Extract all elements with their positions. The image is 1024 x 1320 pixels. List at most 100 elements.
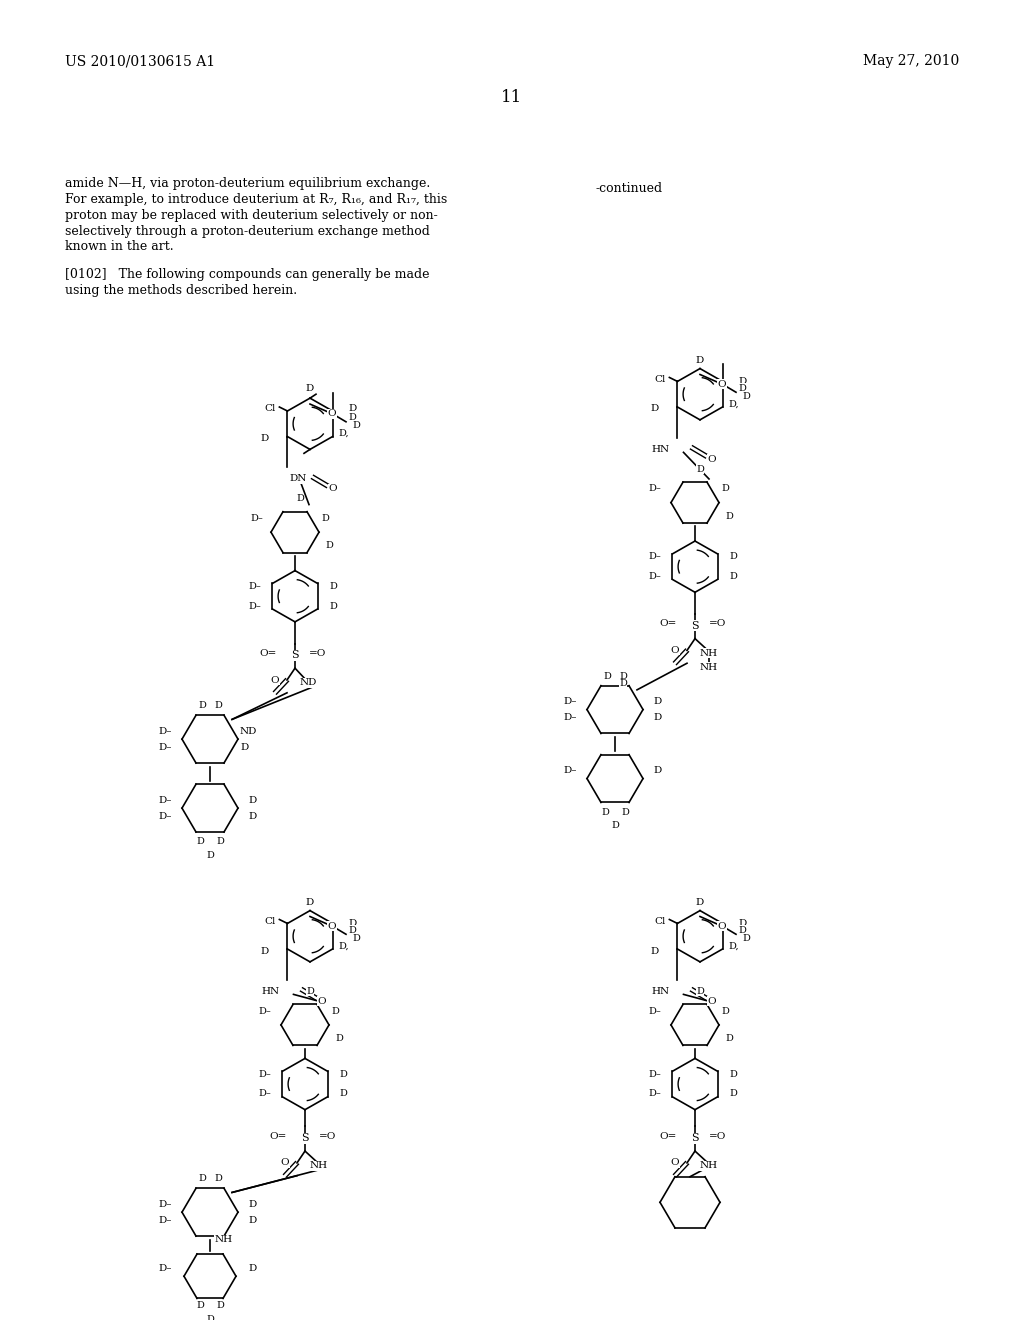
Text: O=: O=: [659, 619, 677, 628]
Text: O: O: [671, 1159, 679, 1167]
Text: D–: D–: [159, 743, 172, 751]
Text: D: D: [329, 602, 337, 611]
Text: D: D: [339, 1089, 347, 1098]
Text: D: D: [721, 1007, 729, 1015]
Text: D–: D–: [159, 1263, 172, 1272]
Text: US 2010/0130615 A1: US 2010/0130615 A1: [65, 54, 215, 69]
Text: D: D: [729, 572, 737, 581]
Text: For example, to introduce deuterium at R₇, R₁₆, and R₁₇, this: For example, to introduce deuterium at R…: [65, 193, 447, 206]
Text: D: D: [325, 541, 333, 550]
Text: D: D: [738, 925, 745, 935]
Text: D–: D–: [258, 1007, 271, 1015]
Text: O=: O=: [260, 649, 278, 657]
Text: D: D: [306, 898, 314, 907]
Text: D: D: [348, 404, 356, 413]
Text: D: D: [240, 743, 248, 751]
Text: D: D: [248, 1216, 256, 1225]
Text: D: D: [216, 837, 224, 846]
Text: NH: NH: [700, 1162, 718, 1171]
Text: Cl: Cl: [654, 375, 666, 384]
Text: D: D: [214, 701, 222, 710]
Text: DN: DN: [290, 474, 307, 483]
Text: O: O: [281, 1159, 290, 1167]
Text: D–: D–: [159, 796, 172, 805]
Text: D: D: [622, 808, 629, 817]
Text: HN: HN: [261, 987, 280, 995]
Text: D–: D–: [648, 572, 662, 581]
Text: NH: NH: [310, 1162, 328, 1171]
Text: D: D: [198, 1175, 206, 1183]
Text: D: D: [306, 987, 314, 995]
Text: O: O: [328, 484, 337, 494]
Text: D: D: [620, 680, 627, 689]
Text: D: D: [650, 946, 659, 956]
Text: D: D: [729, 552, 737, 561]
Text: D,: D,: [339, 941, 349, 950]
Text: O: O: [671, 645, 679, 655]
Text: D: D: [352, 933, 360, 942]
Text: D: D: [339, 1069, 347, 1078]
Text: D: D: [738, 384, 745, 393]
Text: D–: D–: [250, 513, 263, 523]
Text: NH: NH: [700, 649, 718, 657]
Text: D: D: [653, 713, 662, 722]
Text: =O: =O: [709, 619, 726, 628]
Text: Cl: Cl: [264, 917, 275, 925]
Text: D: D: [729, 1089, 737, 1098]
Text: D: D: [335, 1035, 343, 1043]
Text: S: S: [301, 1134, 309, 1143]
Text: D: D: [296, 494, 304, 503]
Text: proton may be replaced with deuterium selectively or non-: proton may be replaced with deuterium se…: [65, 209, 437, 222]
Text: D: D: [206, 1315, 214, 1320]
Text: D–: D–: [258, 1089, 271, 1098]
Text: D: D: [352, 421, 360, 430]
Text: D: D: [603, 672, 611, 681]
Text: D–: D–: [648, 1089, 662, 1098]
Text: D: D: [738, 919, 746, 928]
Text: D: D: [696, 898, 705, 907]
Text: D: D: [729, 1069, 737, 1078]
Text: =O: =O: [709, 1131, 726, 1140]
Text: D: D: [248, 1200, 256, 1209]
Text: D: D: [348, 413, 356, 422]
Text: D: D: [653, 697, 662, 706]
Text: D: D: [738, 378, 746, 385]
Text: NH: NH: [215, 1236, 233, 1245]
Text: D–: D–: [159, 1216, 172, 1225]
Text: May 27, 2010: May 27, 2010: [863, 54, 959, 69]
Text: =O: =O: [319, 1131, 336, 1140]
Text: D,: D,: [729, 941, 739, 950]
Text: D–: D–: [248, 582, 261, 591]
Text: D: D: [261, 434, 269, 444]
Text: D–: D–: [563, 766, 577, 775]
Text: NH: NH: [700, 663, 718, 672]
Text: D: D: [331, 1007, 339, 1015]
Text: D–: D–: [648, 1007, 662, 1015]
Text: D,: D,: [339, 429, 349, 438]
Text: D–: D–: [563, 713, 577, 722]
Text: D: D: [742, 392, 750, 401]
Text: D: D: [248, 796, 256, 805]
Text: D–: D–: [159, 1200, 172, 1209]
Text: D: D: [196, 837, 204, 846]
Text: D–: D–: [159, 727, 172, 735]
Text: D–: D–: [648, 552, 662, 561]
Text: D: D: [696, 465, 703, 474]
Text: D,: D,: [729, 400, 739, 409]
Text: D: D: [348, 919, 356, 928]
Text: D: D: [742, 933, 750, 942]
Text: D: D: [601, 808, 609, 817]
Text: =O: =O: [309, 649, 327, 657]
Text: Cl: Cl: [654, 917, 666, 925]
Text: selectively through a proton-deuterium exchange method: selectively through a proton-deuterium e…: [65, 224, 430, 238]
Text: D: D: [725, 1035, 733, 1043]
Text: D: D: [348, 925, 356, 935]
Text: ND: ND: [240, 727, 257, 735]
Text: D: D: [206, 851, 214, 859]
Text: D: D: [725, 512, 733, 521]
Text: D: D: [650, 404, 659, 413]
Text: D: D: [721, 484, 729, 494]
Text: D: D: [214, 1175, 222, 1183]
Text: HN: HN: [651, 445, 670, 454]
Text: D–: D–: [159, 812, 172, 821]
